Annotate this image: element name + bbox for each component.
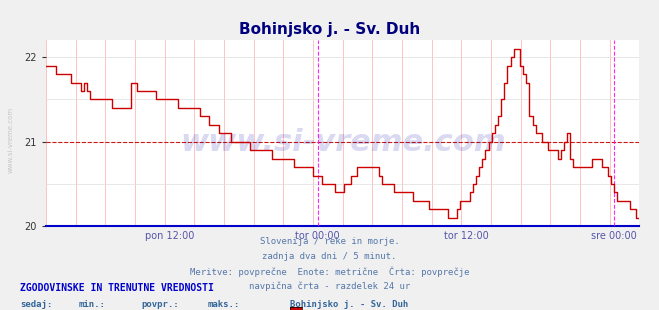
Text: www.si-vreme.com: www.si-vreme.com: [180, 128, 505, 157]
Text: zadnja dva dni / 5 minut.: zadnja dva dni / 5 minut.: [262, 252, 397, 261]
Text: Bohinjsko j. - Sv. Duh: Bohinjsko j. - Sv. Duh: [239, 22, 420, 37]
Text: maks.:: maks.:: [208, 300, 240, 309]
Text: ZGODOVINSKE IN TRENUTNE VREDNOSTI: ZGODOVINSKE IN TRENUTNE VREDNOSTI: [20, 283, 214, 293]
Text: Meritve: povprečne  Enote: metrične  Črta: povprečje: Meritve: povprečne Enote: metrične Črta:…: [190, 267, 469, 277]
Text: www.si-vreme.com: www.si-vreme.com: [8, 106, 14, 173]
Text: Bohinjsko j. - Sv. Duh: Bohinjsko j. - Sv. Duh: [290, 300, 408, 309]
Text: povpr.:: povpr.:: [142, 300, 179, 309]
Text: Slovenija / reke in morje.: Slovenija / reke in morje.: [260, 237, 399, 246]
Text: sedaj:: sedaj:: [20, 300, 52, 309]
Text: min.:: min.:: [79, 300, 106, 309]
Text: navpična črta - razdelek 24 ur: navpična črta - razdelek 24 ur: [249, 282, 410, 291]
